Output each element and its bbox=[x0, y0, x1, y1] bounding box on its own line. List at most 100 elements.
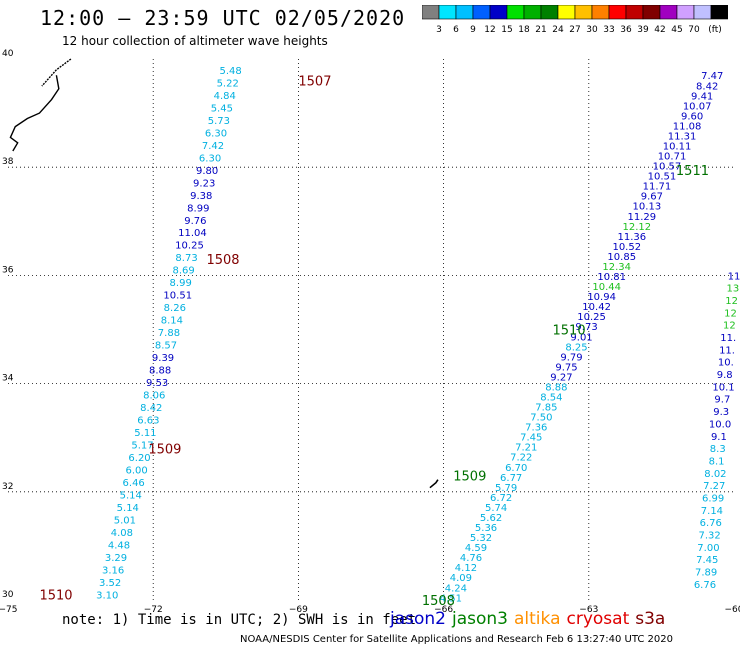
lon-tick-label: −66 bbox=[434, 605, 453, 615]
pass-number-label: 1507 bbox=[298, 75, 331, 90]
wave-height-label: 3.16 bbox=[102, 566, 124, 577]
satellite-legend: jason2 jason3 altika cryosat s3a bbox=[390, 609, 671, 629]
wave-height-label: 10.1 bbox=[712, 382, 734, 393]
lat-tick-label: 38 bbox=[2, 157, 14, 167]
legend-label: 9 bbox=[470, 25, 476, 35]
wave-height-label: 11.71 bbox=[643, 182, 672, 193]
wave-height-label: 8.73 bbox=[175, 253, 197, 264]
wave-height-label: 11. bbox=[719, 345, 735, 356]
wave-height-label: 10.94 bbox=[587, 292, 616, 303]
wave-height-label: 10.51 bbox=[163, 291, 192, 302]
wave-height-label: 8.69 bbox=[172, 266, 194, 277]
wave-height-label: 7.47 bbox=[701, 71, 723, 82]
legend-label: 27 bbox=[569, 25, 580, 35]
legend-label: 36 bbox=[620, 25, 632, 35]
wave-height-label: 5.36 bbox=[475, 523, 497, 534]
pass-number-label: 1508 bbox=[422, 594, 455, 609]
legend-label: 33 bbox=[603, 25, 614, 35]
wave-height-label: 10.25 bbox=[577, 312, 606, 323]
wave-height-label: 6.76 bbox=[694, 580, 716, 591]
wave-height-label: 10.44 bbox=[592, 282, 621, 293]
wave-height-label: 12.12 bbox=[623, 222, 652, 233]
legend-label: 45 bbox=[671, 25, 682, 35]
wave-height-label: 6.77 bbox=[500, 473, 522, 484]
wave-height-label: 8.88 bbox=[545, 382, 567, 393]
wave-height-label: 9.23 bbox=[193, 178, 215, 189]
wave-height-label: 7.27 bbox=[703, 481, 725, 492]
wave-height-label: 6.76 bbox=[700, 518, 722, 529]
satellite-name: jason3 bbox=[452, 609, 508, 629]
wave-height-label: 10.07 bbox=[683, 101, 712, 112]
wave-height-label: 10.0 bbox=[709, 419, 731, 430]
wave-height-label: 9.73 bbox=[575, 322, 597, 333]
wave-height-label: 9.76 bbox=[184, 216, 206, 227]
legend-label: 39 bbox=[637, 25, 649, 35]
wave-height-label: 5.14 bbox=[117, 503, 139, 514]
wave-height-label: 7.89 bbox=[695, 567, 717, 578]
pass-number-label: 1509 bbox=[148, 443, 181, 458]
pass-number-label: 1510 bbox=[39, 589, 72, 604]
lat-tick-label: 40 bbox=[2, 49, 14, 59]
wave-height-label: 10.52 bbox=[612, 242, 641, 253]
wave-height-label: 9.38 bbox=[190, 191, 212, 202]
wave-height-label: 3.52 bbox=[99, 578, 121, 589]
wave-height-label: 6.70 bbox=[505, 463, 527, 474]
wave-height-label: 7.45 bbox=[696, 555, 718, 566]
wave-height-label: 8.06 bbox=[143, 391, 165, 402]
page-title: 12:00 — 23:59 UTC 02/05/2020 bbox=[40, 6, 406, 30]
pass-number-label: 1510 bbox=[553, 324, 586, 339]
wave-height-label: 11.36 bbox=[617, 232, 646, 243]
wave-height-label: 8.88 bbox=[149, 366, 171, 377]
wave-height-label: 10.13 bbox=[633, 202, 662, 213]
wave-height-label: 9.8 bbox=[717, 370, 733, 381]
wave-height-label: 9.3 bbox=[713, 407, 729, 418]
wave-height-label: 9.39 bbox=[152, 353, 174, 364]
wave-height-label: 5.62 bbox=[480, 513, 502, 524]
lon-tick-label: −69 bbox=[289, 605, 308, 615]
wave-height-label: 9.79 bbox=[560, 352, 582, 363]
wave-height-label: 6.99 bbox=[702, 493, 724, 504]
wave-height-label: 8.26 bbox=[164, 303, 186, 314]
lon-tick-label: −60 bbox=[725, 605, 740, 615]
wave-height-label: 9.41 bbox=[691, 91, 713, 102]
coastline bbox=[41, 58, 72, 87]
legend-swatch bbox=[710, 5, 728, 20]
wave-height-label: 7.14 bbox=[701, 506, 723, 517]
wave-height-label: 8.99 bbox=[187, 203, 209, 214]
lat-tick-label: 30 bbox=[2, 590, 14, 600]
wave-height-label: 5.11 bbox=[134, 428, 156, 439]
wave-height-label: 10.57 bbox=[653, 162, 682, 173]
wave-height-label: 8.14 bbox=[161, 316, 183, 327]
wave-height-label: 10. bbox=[718, 358, 734, 369]
wave-height-label: 4.59 bbox=[465, 543, 487, 554]
wave-height-label: 5.32 bbox=[470, 533, 492, 544]
page-subtitle: 12 hour collection of altimeter wave hei… bbox=[62, 34, 328, 48]
wave-height-label: 8.99 bbox=[170, 278, 192, 289]
wave-height-label: 12 bbox=[725, 296, 738, 307]
legend-label: 70 bbox=[688, 25, 700, 35]
wave-height-label: 6.30 bbox=[199, 153, 221, 164]
wave-height-label: 8.42 bbox=[696, 81, 718, 92]
wave-height-label: 7.21 bbox=[515, 443, 537, 454]
wave-height-label: 10.25 bbox=[175, 241, 204, 252]
wave-height-label: 9.1 bbox=[711, 432, 727, 443]
wave-height-label: 4.12 bbox=[455, 563, 477, 574]
footer-note: note: 1) Time is in UTC; 2) SWH is in fe… bbox=[62, 612, 417, 628]
island-marker bbox=[429, 479, 439, 489]
wave-height-label: 5.01 bbox=[114, 516, 136, 527]
wave-height-label: 6.46 bbox=[123, 478, 145, 489]
wave-height-label: 5.74 bbox=[485, 503, 507, 514]
wave-height-label: 10.51 bbox=[648, 172, 677, 183]
legend-label: 6 bbox=[453, 25, 459, 35]
wave-height-label: 10.42 bbox=[582, 302, 611, 313]
wave-height-label: 10.81 bbox=[597, 272, 626, 283]
wave-height-label: 3.10 bbox=[96, 591, 118, 602]
wave-height-label: 4.84 bbox=[214, 91, 236, 102]
wave-height-label: 8.42 bbox=[140, 403, 162, 414]
wave-height-label: 12 bbox=[724, 308, 737, 319]
wave-height-label: 4.51 bbox=[440, 593, 462, 604]
wave-height-label: 4.09 bbox=[450, 573, 472, 584]
lat-tick-label: 32 bbox=[2, 482, 13, 492]
wave-height-label: 3.29 bbox=[105, 553, 127, 564]
lon-tick-label: −63 bbox=[579, 605, 598, 615]
